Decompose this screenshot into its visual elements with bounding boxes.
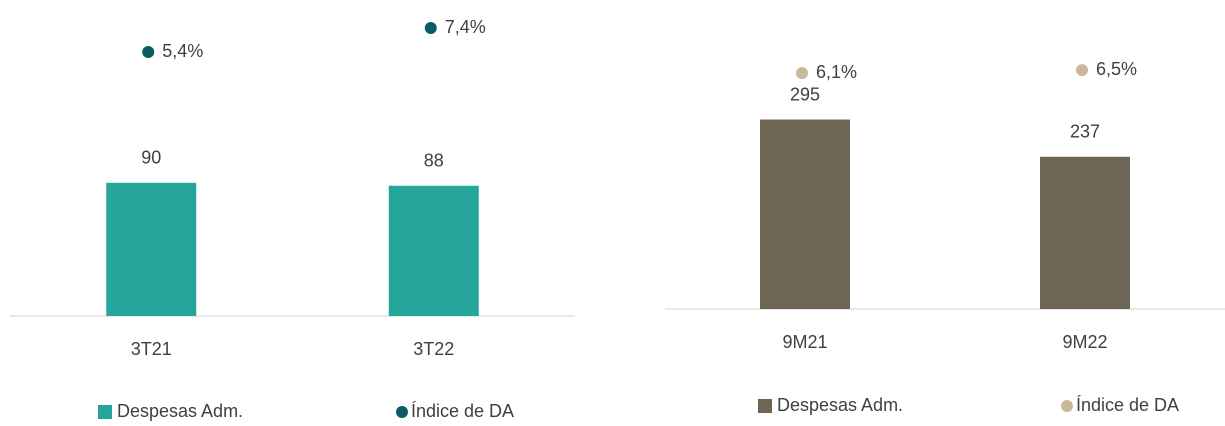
legend-swatch (1061, 400, 1073, 412)
dot (1076, 64, 1088, 77)
bar (106, 182, 197, 316)
legend-swatch (396, 406, 408, 418)
data-label: 6,1% (816, 62, 857, 82)
legend-swatch (758, 399, 772, 413)
x-tick-label: 3T22 (413, 339, 454, 359)
dot (424, 22, 437, 35)
bar (1040, 156, 1130, 309)
x-tick-label: 3T21 (131, 339, 172, 359)
data-label: 90 (141, 148, 161, 168)
data-label: 5,4% (162, 41, 203, 61)
legend-swatch (98, 405, 112, 419)
bar (760, 119, 850, 310)
data-label: 88 (424, 151, 444, 171)
bar (388, 185, 479, 316)
legend-label: Despesas Adm. (117, 401, 243, 421)
x-tick-label: 9M21 (782, 332, 827, 352)
x-tick-label: 9M22 (1062, 332, 1107, 352)
dot (796, 67, 808, 80)
legend-label: Índice de DA (1076, 395, 1179, 415)
legend-label: Índice de DA (411, 401, 514, 421)
dot (142, 46, 155, 59)
legend-label: Despesas Adm. (777, 395, 903, 415)
data-label: 6,5% (1096, 59, 1137, 79)
data-label: 295 (790, 84, 820, 104)
data-label: 237 (1070, 122, 1100, 142)
data-label: 7,4% (445, 17, 486, 37)
